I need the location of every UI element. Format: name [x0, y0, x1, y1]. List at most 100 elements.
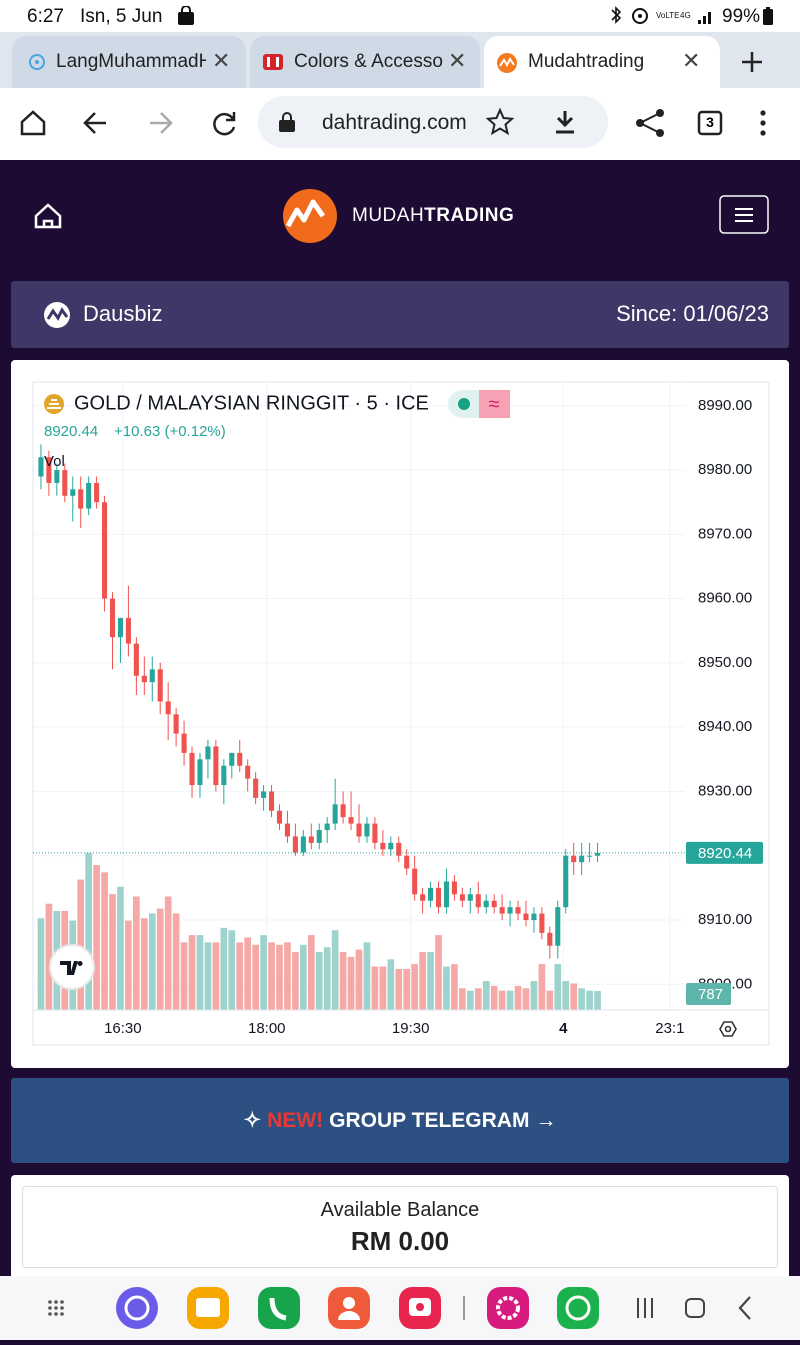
y-tick-label: 8950.00	[698, 654, 752, 671]
site-home[interactable]	[34, 203, 62, 229]
candle-body	[94, 482, 100, 503]
candle-body	[571, 855, 577, 863]
candle-body	[467, 894, 473, 901]
app-icon[interactable]	[116, 1287, 158, 1329]
y-tick-label: 8960.00	[698, 590, 752, 607]
new-tab-button[interactable]	[738, 48, 766, 76]
profile-bar: Dausbiz Since: 01/06/23	[11, 281, 789, 348]
volume-bar	[570, 983, 578, 1010]
volume-bar	[212, 942, 220, 1010]
candle-body	[404, 855, 410, 869]
home-nav-button[interactable]	[685, 1298, 705, 1318]
telegram-banner[interactable]: ✧ NEW! GROUP TELEGRAM →	[11, 1078, 789, 1163]
volume-bar	[363, 942, 371, 1010]
favicon	[29, 54, 45, 70]
app-icon[interactable]	[557, 1287, 599, 1329]
chart-frame	[32, 381, 770, 1046]
bag-icon	[178, 6, 194, 25]
candle-body	[181, 733, 187, 753]
volume-bar	[451, 964, 458, 1010]
favicon	[497, 53, 517, 73]
volume-bar	[228, 930, 236, 1010]
balance-box: Available Balance RM 0.00	[22, 1186, 778, 1268]
candle-body	[276, 810, 283, 824]
volume-value-label: 787	[698, 986, 723, 1003]
sparkle-icon: ✧	[243, 1109, 262, 1132]
candle-body	[547, 932, 553, 946]
candle-body	[531, 913, 537, 921]
candle-body	[356, 823, 362, 837]
volume-bar	[77, 879, 85, 1010]
volume-bar	[331, 930, 339, 1010]
balance-label: Available Balance	[320, 1199, 480, 1221]
volume-bar	[482, 981, 490, 1010]
reload-button[interactable]	[213, 112, 236, 136]
settings-button[interactable]	[719, 1021, 737, 1037]
tab-close[interactable]: ✕	[448, 48, 467, 73]
volume-bar	[474, 988, 482, 1010]
volume-bar	[180, 942, 188, 1010]
volume-bar	[45, 903, 53, 1010]
tab[interactable]: LangMuhammadH ✕	[12, 36, 246, 88]
candle-body	[515, 907, 521, 914]
volume-bar	[522, 988, 530, 1010]
address-bar[interactable]: dahtrading.com	[258, 96, 608, 148]
volume-bar	[196, 935, 204, 1010]
brand-bold: TRADING	[424, 205, 515, 226]
battery-level: 99%	[722, 6, 761, 27]
tradingview-logo[interactable]	[49, 944, 95, 990]
volume-bar	[204, 942, 212, 1010]
nav-bar	[0, 1276, 800, 1340]
tab-switcher[interactable]	[697, 110, 723, 136]
app-icon[interactable]	[487, 1287, 529, 1329]
candle-body	[364, 823, 370, 837]
app-icon[interactable]	[258, 1287, 300, 1329]
url: dahtrading.com	[322, 111, 467, 134]
volume-bar	[403, 968, 411, 1010]
candle-body	[491, 900, 497, 908]
last-price: 8920.44	[44, 423, 98, 440]
home-button[interactable]	[20, 110, 46, 136]
candle-body	[221, 765, 227, 786]
brand-light: MUDAH	[352, 205, 425, 226]
profile-icon	[44, 302, 70, 328]
tab-close[interactable]: ✕	[682, 48, 701, 73]
x-tick-label: 16:30	[104, 1020, 142, 1037]
volume-value-box	[686, 983, 731, 1005]
volume-bar	[220, 927, 228, 1010]
lock-icon	[279, 112, 295, 132]
candle-body	[563, 855, 569, 908]
tab-close[interactable]: ✕	[212, 48, 231, 73]
forward-button[interactable]	[150, 112, 173, 134]
tab-title: LangMuhammadH	[56, 51, 206, 72]
x-tick-label: 19:30	[392, 1020, 430, 1037]
volume-bar	[395, 968, 403, 1010]
menu-button[interactable]	[719, 195, 769, 234]
volume-bar	[164, 896, 172, 1010]
tab[interactable]: Colors & Accessori ✕	[250, 36, 480, 88]
new-badge: NEW!	[267, 1108, 324, 1132]
svg-text:VoLTE: VoLTE	[656, 11, 679, 20]
volume-bar	[292, 952, 299, 1010]
candle-body	[332, 804, 338, 824]
y-tick-label: 8980.00	[698, 461, 752, 478]
volume-label: Vol	[44, 453, 65, 470]
candle-body	[197, 759, 203, 786]
back-button[interactable]	[83, 112, 106, 134]
volume-bar	[140, 918, 148, 1010]
candle-body	[292, 836, 298, 853]
volume-bar	[117, 886, 124, 1010]
back-nav-button[interactable]	[738, 1296, 751, 1320]
candle-body	[499, 907, 505, 914]
candle-body	[284, 823, 290, 837]
volume-bar	[506, 990, 514, 1010]
candle-body	[539, 913, 545, 933]
active-tab[interactable]: Mudahtrading ✕	[484, 36, 720, 88]
x-tick-label: 4	[559, 1020, 568, 1037]
x-tick-label: 23:1	[655, 1020, 684, 1037]
svg-text:4G: 4G	[680, 11, 691, 20]
volume-bar	[93, 865, 100, 1010]
recents-button[interactable]	[637, 1298, 653, 1318]
volume-bar	[300, 944, 307, 1010]
toolbar-icons	[20, 109, 766, 137]
